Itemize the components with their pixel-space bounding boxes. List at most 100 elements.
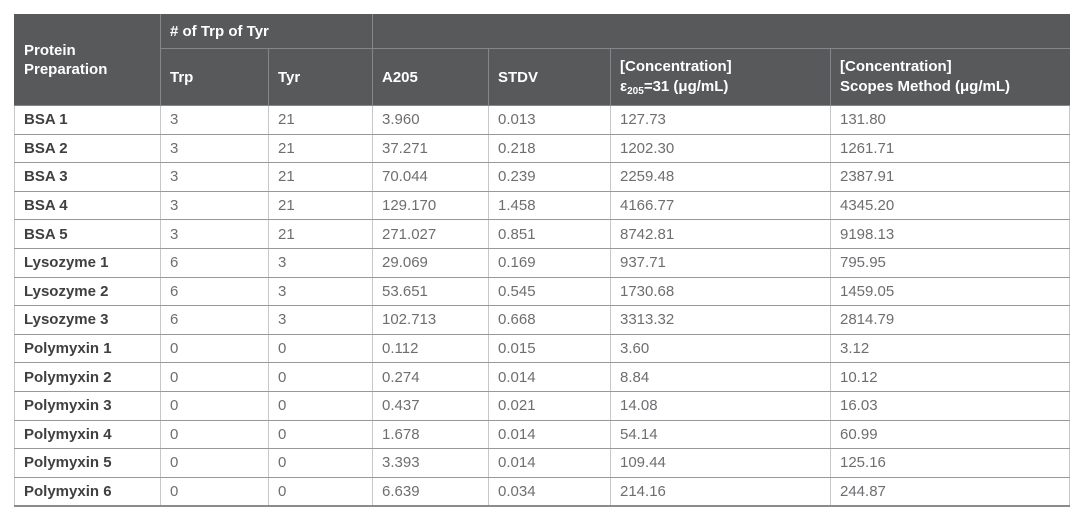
header-row-top: Protein Preparation # of Trp of Tyr (14, 14, 1070, 106)
cell-tyr: 3 (268, 305, 373, 335)
row-label: Lysozyme 1 (14, 248, 161, 278)
cell-tyr: 3 (268, 248, 373, 278)
cell-conc-e205: 2259.48 (610, 162, 831, 192)
table-row: BSA 3 3 21 70.044 0.239 2259.48 2387.91 (14, 162, 1070, 192)
cell-trp: 0 (160, 334, 269, 364)
table-header: Protein Preparation # of Trp of Tyr Trp … (14, 14, 1070, 106)
concentration-e205-line2: ε205=31 (μg/mL) (620, 77, 822, 97)
row-label: Polymyxin 3 (14, 391, 161, 421)
column-header-tyr: Tyr (268, 48, 373, 106)
table-row: Polymyxin 5 0 0 3.393 0.014 109.44 125.16 (14, 448, 1070, 478)
cell-stdv: 0.015 (488, 334, 611, 364)
cell-conc-scopes: 60.99 (830, 420, 1070, 450)
cell-stdv: 0.169 (488, 248, 611, 278)
epsilon-subscript-205: 205 (627, 86, 644, 97)
row-label: BSA 2 (14, 134, 161, 164)
cell-trp: 3 (160, 219, 269, 249)
cell-a205: 271.027 (372, 219, 489, 249)
cell-tyr: 0 (268, 334, 373, 364)
cell-a205: 70.044 (372, 162, 489, 192)
table-row: Polymyxin 2 0 0 0.274 0.014 8.84 10.12 (14, 362, 1070, 392)
table-body: BSA 1 3 21 3.960 0.013 127.73 131.80 BSA 2 3 21 37… (14, 105, 1070, 507)
cell-a205: 0.274 (372, 362, 489, 392)
cell-tyr: 0 (268, 477, 373, 507)
cell-trp: 3 (160, 191, 269, 221)
row-label: Lysozyme 2 (14, 277, 161, 307)
column-header-a205: A205 (372, 48, 489, 106)
cell-a205: 1.678 (372, 420, 489, 450)
cell-conc-scopes: 10.12 (830, 362, 1070, 392)
column-header-protein-preparation: Protein Preparation (14, 14, 161, 106)
cell-stdv: 0.021 (488, 391, 611, 421)
cell-conc-scopes: 1261.71 (830, 134, 1070, 164)
cell-a205: 102.713 (372, 305, 489, 335)
cell-stdv: 0.013 (488, 105, 611, 135)
table-row: BSA 5 3 21 271.027 0.851 8742.81 9198.13 (14, 219, 1070, 249)
cell-conc-scopes: 2387.91 (830, 162, 1070, 192)
cell-conc-scopes: 1459.05 (830, 277, 1070, 307)
cell-conc-e205: 8.84 (610, 362, 831, 392)
column-group-header-empty (372, 14, 1070, 49)
column-header-concentration-scopes: [Concentration] Scopes Method (μg/mL) (830, 48, 1070, 106)
cell-tyr: 21 (268, 134, 373, 164)
row-label: BSA 3 (14, 162, 161, 192)
cell-trp: 6 (160, 277, 269, 307)
cell-conc-e205: 214.16 (610, 477, 831, 507)
cell-stdv: 0.239 (488, 162, 611, 192)
cell-stdv: 0.014 (488, 448, 611, 478)
cell-a205: 0.437 (372, 391, 489, 421)
cell-tyr: 0 (268, 420, 373, 450)
cell-a205: 37.271 (372, 134, 489, 164)
cell-tyr: 21 (268, 191, 373, 221)
cell-tyr: 21 (268, 105, 373, 135)
cell-a205: 53.651 (372, 277, 489, 307)
cell-stdv: 0.545 (488, 277, 611, 307)
concentration-e205-line1: [Concentration] (620, 58, 732, 75)
column-header-concentration-e205: [Concentration] ε205=31 (μg/mL) (610, 48, 831, 106)
concentration-scopes-line1: [Concentration] (840, 58, 952, 75)
cell-conc-scopes: 16.03 (830, 391, 1070, 421)
cell-tyr: 0 (268, 362, 373, 392)
cell-conc-e205: 4166.77 (610, 191, 831, 221)
cell-tyr: 21 (268, 219, 373, 249)
protein-concentration-table: Protein Preparation # of Trp of Tyr Trp … (14, 14, 1070, 507)
cell-trp: 0 (160, 362, 269, 392)
cell-conc-scopes: 2814.79 (830, 305, 1070, 335)
cell-conc-e205: 937.71 (610, 248, 831, 278)
cell-conc-e205: 8742.81 (610, 219, 831, 249)
cell-stdv: 0.218 (488, 134, 611, 164)
column-header-stdv: STDV (488, 48, 611, 106)
table-row: Lysozyme 3 6 3 102.713 0.668 3313.32 2814.79 (14, 305, 1070, 335)
row-label: BSA 5 (14, 219, 161, 249)
cell-a205: 129.170 (372, 191, 489, 221)
cell-stdv: 0.668 (488, 305, 611, 335)
table-row: Polymyxin 1 0 0 0.112 0.015 3.60 3.12 (14, 334, 1070, 364)
column-header-trp: Trp (160, 48, 269, 106)
cell-trp: 3 (160, 134, 269, 164)
cell-conc-scopes: 131.80 (830, 105, 1070, 135)
cell-trp: 6 (160, 248, 269, 278)
cell-stdv: 0.014 (488, 420, 611, 450)
cell-conc-scopes: 125.16 (830, 448, 1070, 478)
cell-a205: 6.639 (372, 477, 489, 507)
cell-tyr: 21 (268, 162, 373, 192)
cell-stdv: 0.851 (488, 219, 611, 249)
table-row: Lysozyme 2 6 3 53.651 0.545 1730.68 1459.05 (14, 277, 1070, 307)
cell-conc-e205: 127.73 (610, 105, 831, 135)
cell-trp: 3 (160, 162, 269, 192)
cell-conc-e205: 1202.30 (610, 134, 831, 164)
cell-conc-scopes: 795.95 (830, 248, 1070, 278)
table-row: Lysozyme 1 6 3 29.069 0.169 937.71 795.95 (14, 248, 1070, 278)
cell-conc-e205: 54.14 (610, 420, 831, 450)
row-label: Lysozyme 3 (14, 305, 161, 335)
table-row: Polymyxin 3 0 0 0.437 0.021 14.08 16.03 (14, 391, 1070, 421)
row-label: Polymyxin 1 (14, 334, 161, 364)
table-row: Polymyxin 4 0 0 1.678 0.014 54.14 60.99 (14, 420, 1070, 450)
cell-conc-scopes: 244.87 (830, 477, 1070, 507)
cell-tyr: 3 (268, 277, 373, 307)
table-row: Polymyxin 6 0 0 6.639 0.034 214.16 244.87 (14, 477, 1070, 507)
cell-trp: 0 (160, 448, 269, 478)
cell-conc-e205: 3.60 (610, 334, 831, 364)
row-label: Polymyxin 4 (14, 420, 161, 450)
cell-trp: 0 (160, 420, 269, 450)
